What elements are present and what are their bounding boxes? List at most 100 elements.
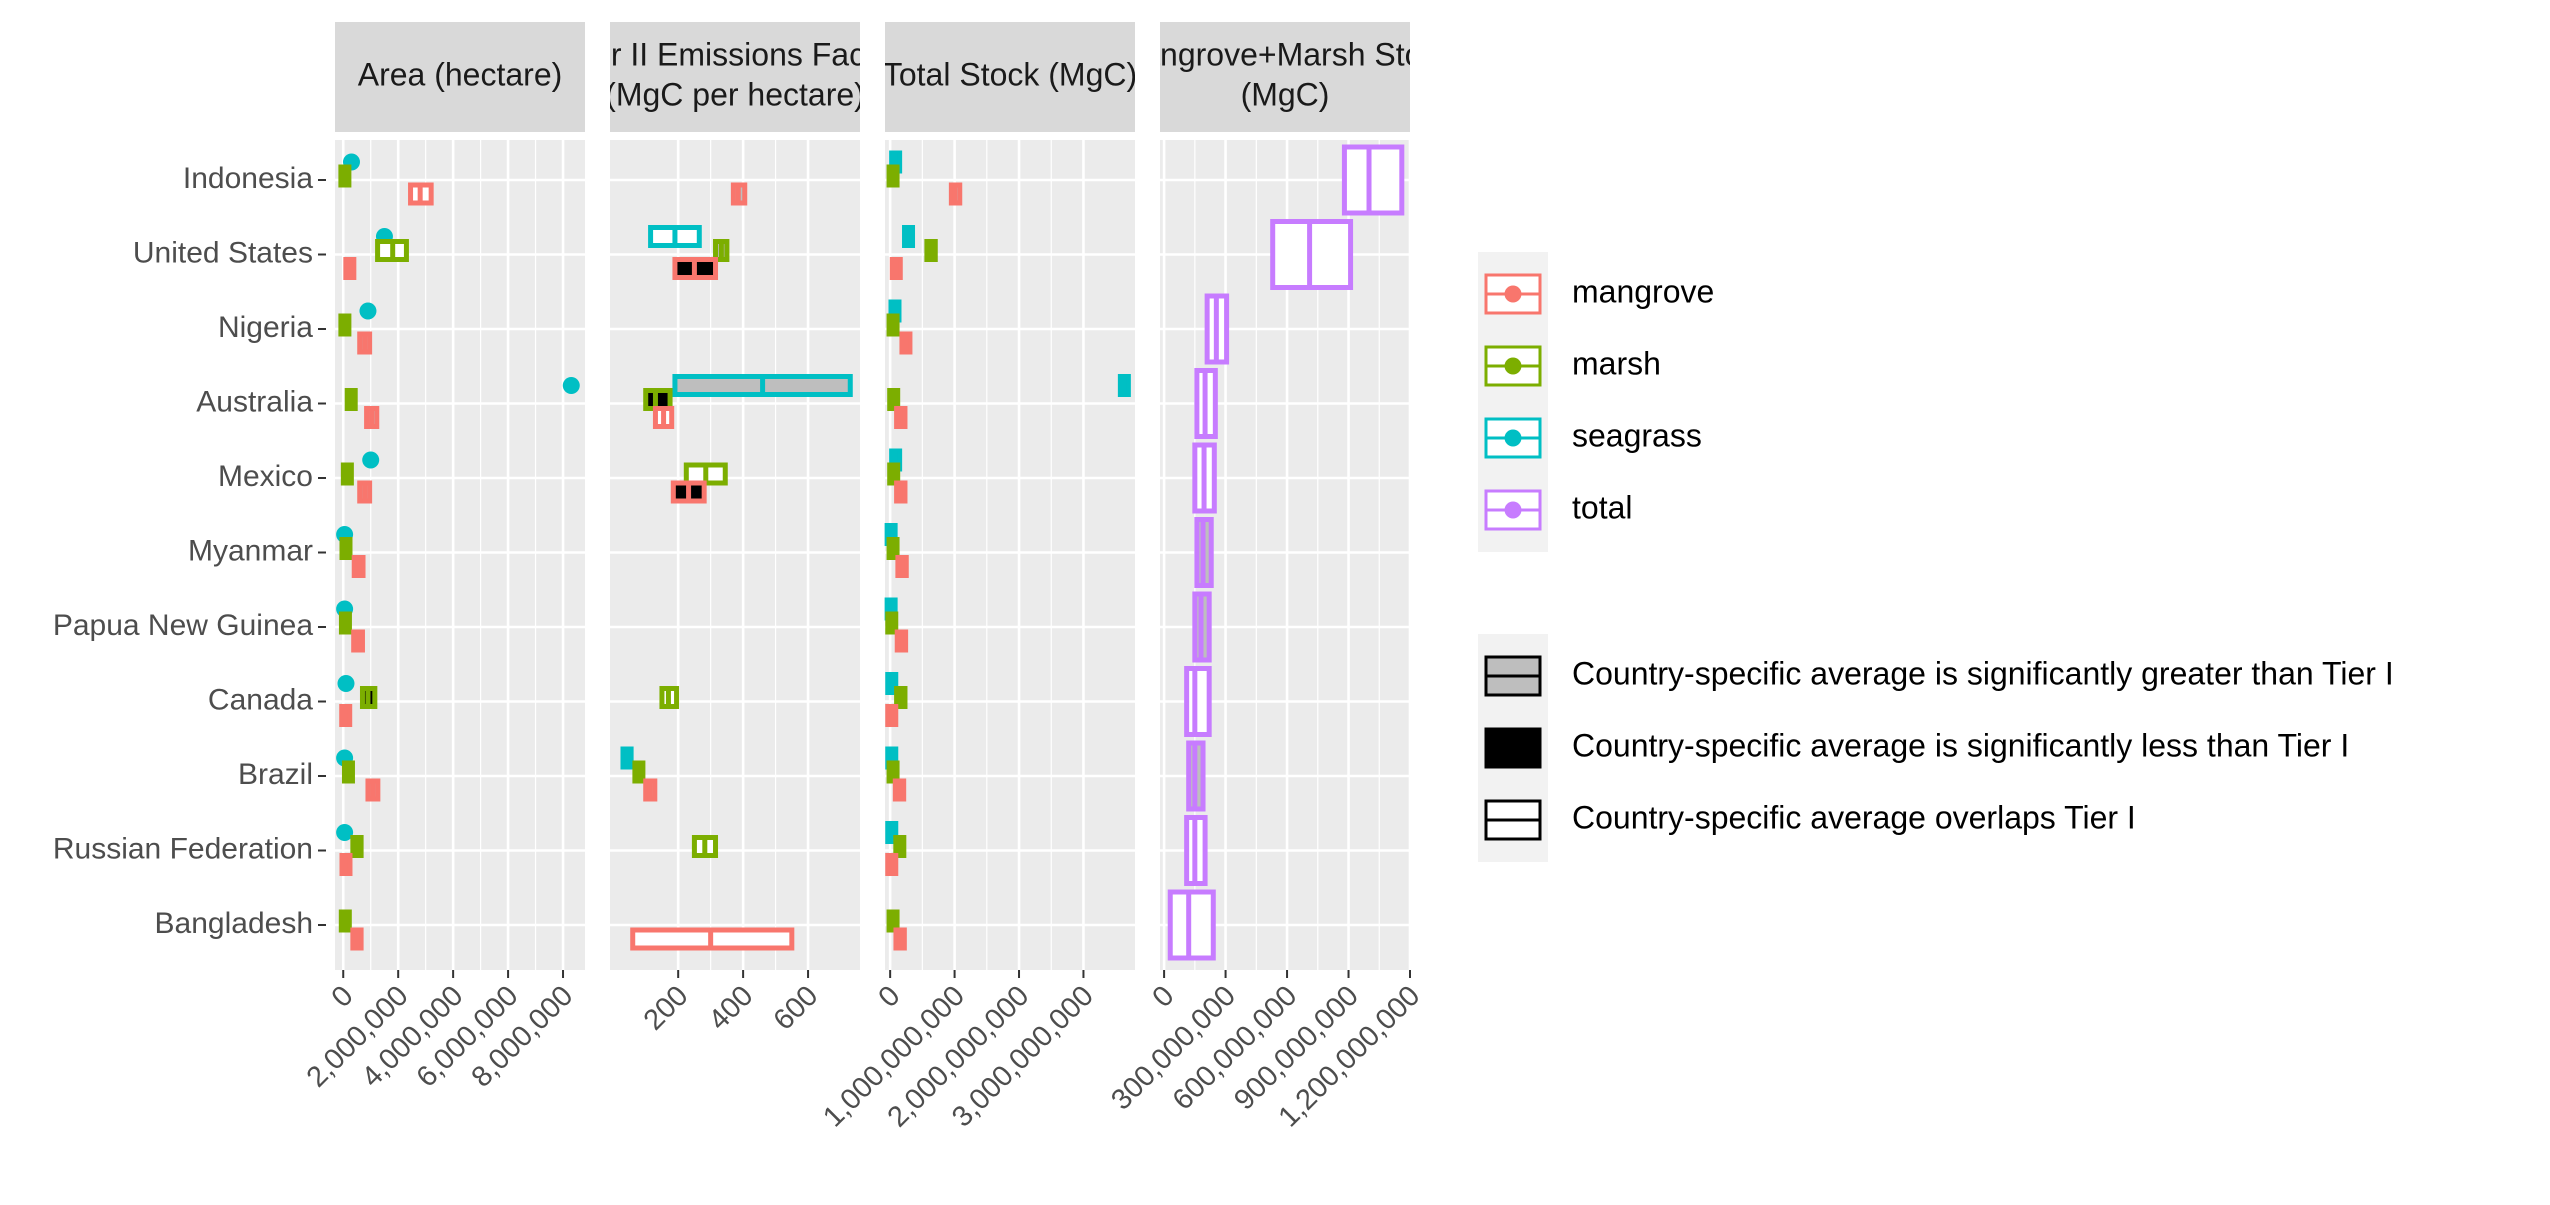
mark-nigeria-total (1204, 293, 1230, 365)
mark-brazil-marsh (341, 760, 355, 784)
facet-title: Area (hectare) (358, 56, 563, 92)
mark-nigeria-marsh (338, 313, 352, 337)
x-tick-label: 600 (768, 980, 825, 1037)
mark-australia-mangrove (894, 406, 908, 429)
mark-canada-seagrass (885, 672, 899, 695)
panel-background (335, 140, 585, 970)
mark-russian-federation-seagrass (336, 824, 354, 841)
legend-label: Country-specific average overlaps Tier I (1572, 799, 2136, 835)
mark-brazil-marsh (886, 760, 900, 784)
crossbar-box (1184, 666, 1212, 737)
mark-bangladesh-mangrove (350, 927, 364, 951)
y-tick-label: Mexico (218, 460, 313, 493)
facet-title-line: Total Stock (MgC) (883, 56, 1137, 92)
panel-background (885, 140, 1135, 970)
mark-canada-mangrove (885, 704, 899, 727)
mark-myanmar-mangrove (895, 555, 909, 578)
mark-australia-marsh (887, 388, 901, 411)
mark-mexico-marsh (887, 462, 901, 486)
mark-bangladesh-marsh (886, 909, 900, 933)
facet-title-line: (MgC per hectare) (605, 76, 865, 112)
mark-russian-federation-seagrass (885, 821, 899, 844)
data-point (362, 451, 380, 469)
mark-russian-federation-total (1184, 815, 1208, 886)
mark-united-states-seagrass (902, 225, 916, 248)
x-tick-label: 0 (872, 980, 906, 1014)
facet-strip (335, 22, 585, 132)
mark-mexico-mangrove (670, 480, 707, 504)
mark-united-states-mangrove (889, 257, 903, 280)
y-tick-label: Indonesia (183, 162, 313, 195)
mark-papua-new-guinea-mangrove (894, 629, 909, 653)
mark-nigeria-seagrass (359, 302, 377, 320)
y-tick-label: Canada (208, 683, 313, 716)
mark-united-states-marsh (713, 239, 730, 262)
legend-key-point (1504, 501, 1522, 519)
legend-key-point (1504, 357, 1522, 375)
mark-indonesia-marsh (886, 164, 900, 188)
x-tick-label: 0 (326, 980, 360, 1014)
mark-papua-new-guinea-marsh (885, 611, 899, 635)
mark-united-states-mangrove (672, 257, 719, 280)
mark-papua-new-guinea-mangrove (351, 629, 365, 653)
mark-indonesia-marsh (338, 164, 352, 188)
mark-canada-seagrass (337, 675, 355, 692)
facet-title-line: Area (hectare) (358, 56, 563, 92)
mark-united-states-mangrove (343, 257, 357, 280)
x-tick-label: 0 (1146, 980, 1180, 1014)
mark-bangladesh-total (1167, 889, 1216, 961)
mark-bangladesh-mangrove (630, 927, 795, 951)
legend-fill: Country-specific average is significantl… (1478, 634, 2394, 862)
legend-item-total: total (1484, 489, 1632, 531)
facet-strip (885, 22, 1135, 132)
mark-mexico-mangrove (894, 480, 908, 504)
mark-united-states-marsh (924, 239, 938, 262)
data-point (337, 675, 355, 692)
mark-australia-mangrove (652, 406, 675, 429)
mark-united-states-total (1270, 219, 1354, 290)
mark-mexico-seagrass (362, 451, 380, 469)
legend-key-point (1504, 429, 1522, 447)
mark-russian-federation-mangrove (339, 853, 353, 876)
legend-label: Country-specific average is significantl… (1572, 655, 2394, 691)
facet-title: Mangrove+Marsh Stock (MgC) (1116, 36, 1456, 112)
mark-russian-federation-mangrove (885, 853, 899, 876)
mark-indonesia-mangrove (408, 182, 434, 206)
mark-brazil-seagrass (620, 746, 634, 770)
crossbar-box (1341, 144, 1405, 216)
legend-color: mangrove marsh seagrass total (1478, 252, 1714, 552)
mark-australia-seagrass (1117, 374, 1131, 397)
facet-strip (610, 22, 860, 132)
mark-canada-mangrove (339, 704, 353, 727)
facet-title: Tier II Emissions Factor (MgC per hectare… (568, 36, 903, 112)
mark-nigeria-marsh (886, 313, 900, 337)
mark-nigeria-mangrove (899, 331, 913, 355)
facet-title-line: Mangrove+Marsh Stock (1116, 36, 1456, 72)
mark-russian-federation-marsh (350, 835, 364, 858)
mark-canada-marsh (359, 686, 378, 709)
facet-panel-3: Total Stock (MgC)01,000,000,0002,000,000… (817, 22, 1137, 1134)
mark-mexico-mangrove (357, 480, 373, 504)
facet-panel-1: Area (hectare)02,000,0004,000,0006,000,0… (301, 22, 585, 1094)
mark-united-states-seagrass (648, 225, 702, 248)
data-point (336, 824, 354, 841)
x-tick-label: 400 (703, 980, 760, 1037)
legend-label: total (1572, 489, 1632, 525)
mark-myanmar-mangrove (351, 555, 366, 578)
facet-title-line: Tier II Emissions Factor (568, 36, 903, 72)
mark-myanmar-total (1194, 517, 1214, 588)
mark-canada-total (1184, 666, 1212, 737)
mark-indonesia-mangrove (948, 182, 963, 206)
facet-panel-2: Tier II Emissions Factor (MgC per hectare… (568, 22, 903, 1037)
mark-indonesia-mangrove (730, 182, 748, 206)
mark-papua-new-guinea-total (1192, 591, 1212, 663)
mark-australia-marsh (344, 388, 358, 411)
legend-item-mangrove: mangrove (1484, 273, 1714, 315)
crossbar-box (1167, 889, 1216, 961)
facet-title-line: (MgC) (1241, 76, 1330, 112)
panel-background (610, 140, 860, 970)
mark-australia-total (1194, 368, 1218, 439)
mark-united-states-marsh (375, 239, 409, 262)
